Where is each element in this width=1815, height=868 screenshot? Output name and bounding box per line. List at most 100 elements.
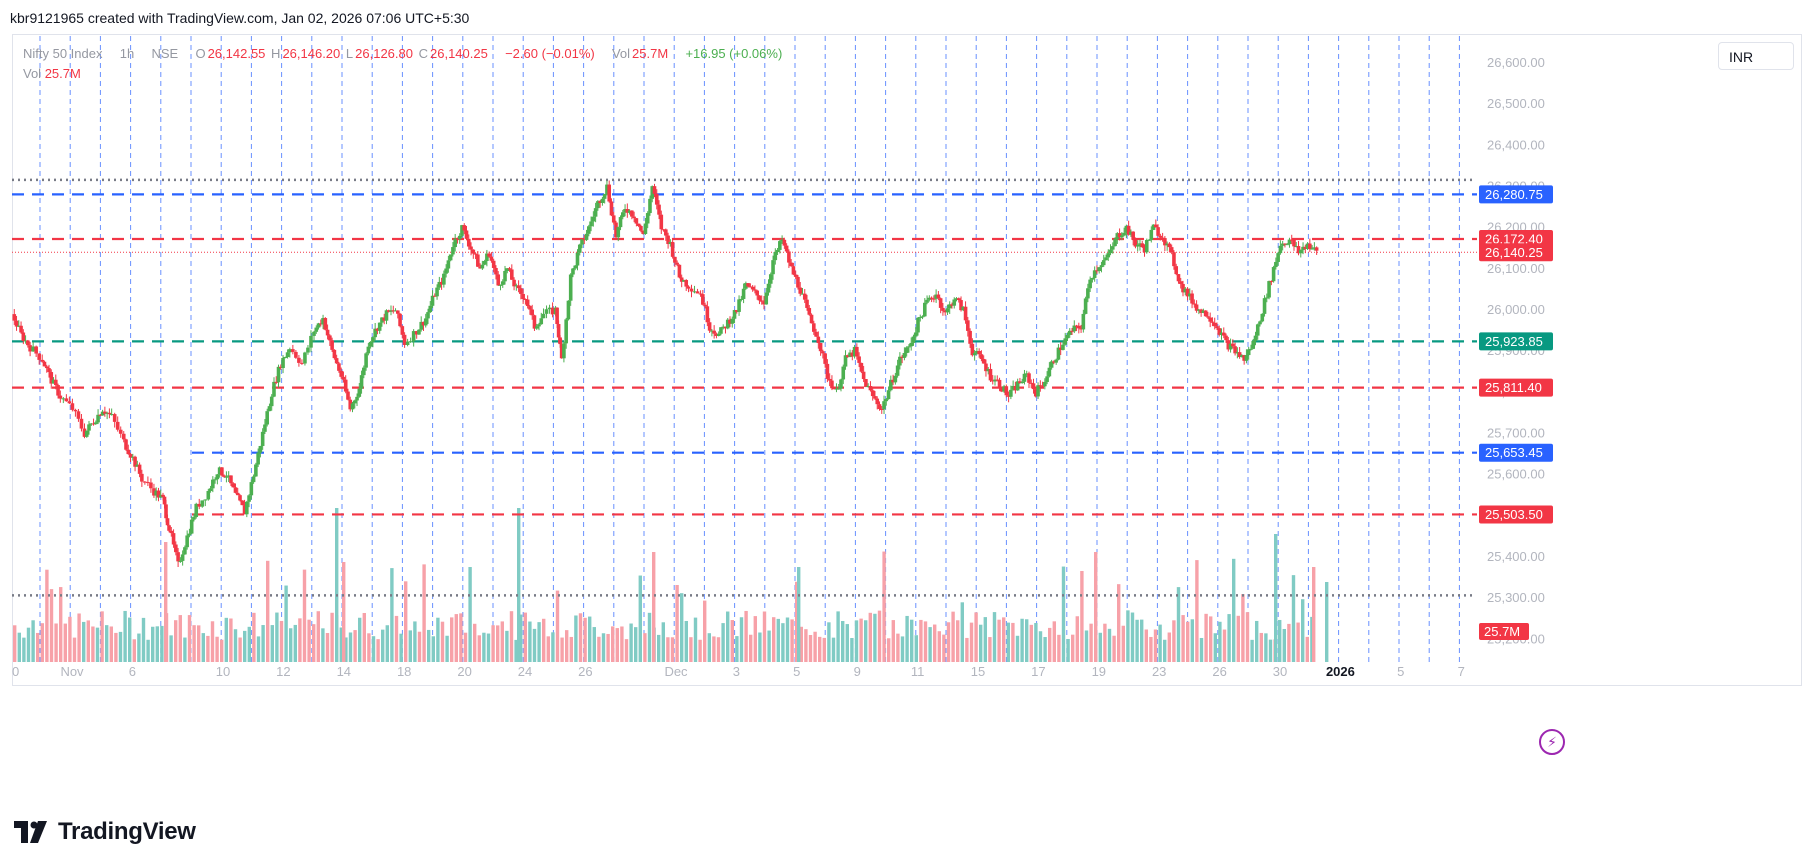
- candle-body: [611, 215, 616, 223]
- candle-body: [1280, 243, 1285, 246]
- volume-bar: [243, 630, 247, 662]
- candle-body: [986, 368, 991, 372]
- candle-body: [605, 184, 609, 194]
- y-tick-label: 26,500.00: [1487, 96, 1545, 111]
- candle-body: [1176, 274, 1181, 282]
- candle-body: [1215, 326, 1219, 329]
- volume-bar: [298, 618, 302, 662]
- candle-body: [793, 274, 798, 277]
- volume-bar: [707, 633, 711, 662]
- candle-body: [1310, 248, 1314, 250]
- volume-bar: [390, 568, 394, 662]
- volume-bar: [629, 623, 633, 662]
- candle-body: [577, 244, 582, 253]
- candle-body: [334, 358, 339, 364]
- candle-body: [762, 301, 766, 305]
- volume-bar: [325, 633, 330, 662]
- candlestick-chart[interactable]: 26,600.0026,500.0026,400.0026,300.0026,2…: [12, 34, 1802, 790]
- candle-body: [1194, 304, 1199, 311]
- candle-body: [1298, 250, 1303, 254]
- candle-body: [1081, 313, 1086, 330]
- candle-body: [469, 246, 473, 250]
- candle-body: [471, 249, 476, 254]
- volume-bar: [624, 639, 629, 662]
- candle-body: [716, 333, 721, 336]
- volume-bar: [141, 617, 146, 662]
- volume-bar: [1325, 582, 1329, 662]
- volume-bar: [371, 636, 376, 662]
- candle-body: [1110, 246, 1115, 250]
- candle-body: [759, 300, 764, 302]
- volume-bar: [247, 626, 251, 662]
- candle-body: [746, 283, 750, 287]
- legend-symbol[interactable]: Nifty 50 Index: [23, 46, 103, 61]
- candle-body: [556, 324, 561, 338]
- candle-body: [350, 403, 355, 410]
- price-label-bg: [1479, 378, 1553, 397]
- candle-body: [600, 198, 605, 203]
- currency-selector[interactable]: INR: [1718, 42, 1794, 70]
- volume-bar: [721, 623, 725, 662]
- volume-bar: [1222, 629, 1227, 662]
- candle-body: [537, 324, 541, 327]
- candle-body: [791, 266, 796, 275]
- volume-bar: [342, 562, 346, 662]
- candle-body: [684, 280, 689, 287]
- candle-body: [768, 274, 773, 284]
- volume-bar: [689, 637, 693, 662]
- candle-body: [56, 385, 60, 396]
- candle-body: [510, 269, 514, 280]
- legend-h-label: H: [271, 46, 281, 61]
- volume-bar: [1227, 614, 1231, 662]
- candle-body: [1206, 316, 1210, 318]
- candle-body: [98, 414, 103, 416]
- candle-body: [258, 445, 263, 453]
- volume-bar: [900, 636, 905, 662]
- x-tick-label: 5: [793, 664, 800, 679]
- volume-bar: [1301, 599, 1305, 662]
- volume-bars: [13, 508, 1329, 662]
- candle-body: [158, 494, 163, 498]
- volume-bar: [220, 639, 224, 662]
- candle-body: [368, 341, 373, 347]
- candle-body: [442, 273, 446, 285]
- volume-bar: [795, 581, 799, 662]
- candle-body: [1101, 260, 1106, 266]
- chart-area[interactable]: 26,600.0026,500.0026,400.0026,300.0026,2…: [12, 34, 1802, 795]
- candle-body: [670, 241, 675, 257]
- candle-body: [988, 368, 993, 381]
- volume-bar: [698, 639, 702, 662]
- volume-bar: [192, 625, 196, 662]
- candle-body: [235, 492, 240, 496]
- candle-body: [725, 319, 730, 329]
- candle-body: [437, 281, 442, 288]
- horizontal-levels: [12, 178, 1477, 597]
- volume-bar: [827, 622, 831, 662]
- candle-body: [778, 241, 782, 250]
- candle-body: [782, 239, 787, 246]
- candle-body: [654, 193, 659, 205]
- y-tick-label: 26,400.00: [1487, 137, 1545, 152]
- candle-body: [498, 284, 503, 286]
- candle-body: [623, 209, 627, 213]
- volume-bar: [914, 635, 918, 662]
- volume-bar: [974, 612, 978, 662]
- lightning-icon[interactable]: ⚡: [1539, 729, 1565, 755]
- candle-body: [566, 300, 571, 320]
- volume-bar: [942, 634, 946, 662]
- candle-body: [580, 239, 584, 245]
- volume-bar: [358, 617, 362, 662]
- volume-bar: [229, 618, 233, 662]
- candle-body: [941, 307, 945, 311]
- legend-close: 26,140.25: [430, 46, 488, 61]
- candle-body: [476, 254, 480, 267]
- candle-body: [952, 299, 957, 306]
- volume-bar: [841, 621, 845, 662]
- volume-bar: [344, 637, 348, 662]
- volume-bar: [210, 621, 215, 662]
- volume-bar: [491, 625, 495, 662]
- candle-body: [194, 503, 199, 518]
- candle-body: [146, 482, 150, 484]
- volume-bar: [1274, 534, 1278, 662]
- candle-body: [435, 287, 439, 297]
